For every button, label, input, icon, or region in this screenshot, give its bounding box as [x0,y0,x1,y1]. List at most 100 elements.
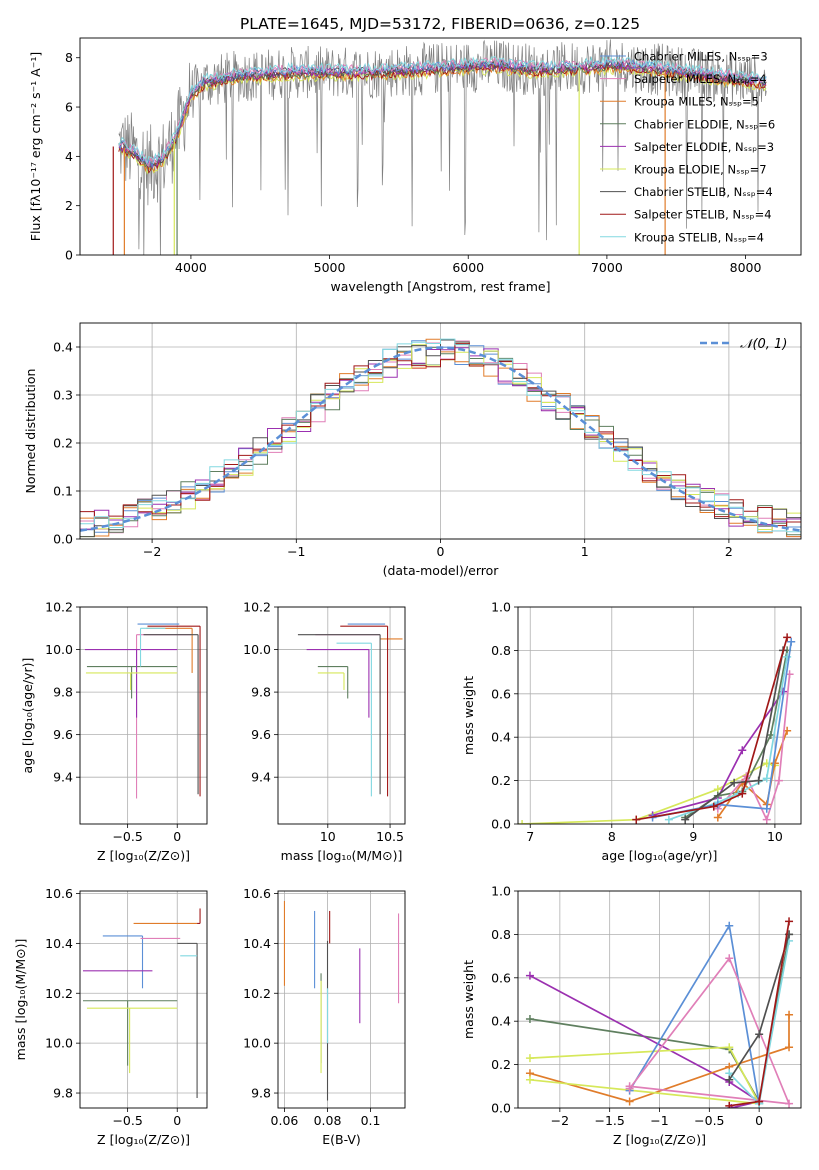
y-tick-label: 0.6 [491,686,511,701]
x-tick-label: −1.5 [594,1113,624,1128]
x-tick-label: 10 [767,829,783,844]
y-tick-label: 10.6 [45,886,73,901]
legend-label: Salpeter STELIB, Nₛₛₚ=4 [634,208,772,222]
residual-histogram [80,338,801,533]
model-spectrum [118,56,767,168]
data-point [785,1099,794,1108]
data-point [755,1030,764,1039]
x-tick-label: −2 [551,1113,569,1128]
data-point [525,971,534,980]
y-tick-label: 10.6 [243,886,271,901]
axes-border [517,606,802,825]
axes-frame: −2 −1 0 1 2 0.0 0.1 0.2 0.3 0.4 (data-model)/error… [23,322,802,578]
x-tick-label: 10.5 [376,829,404,844]
data-point [738,789,747,798]
data-point [785,1010,794,1019]
plot-area [84,623,201,799]
y-tick-label: 10.2 [45,986,73,1001]
x-tick-label: 10 [320,829,336,844]
data-point [709,802,718,811]
x-axis-label: (data-model)/error [383,563,500,578]
x-tick-label: 0 [437,544,445,559]
axes-frame: 7 8 9 10 0.0 0.2 0.4 0.6 0.8 1.0 age [log₁₀(age/yr… [461,600,802,863]
y-tick-label: 0.8 [491,643,511,658]
data-point [785,1043,794,1052]
y-tick-label: 0.2 [491,773,511,788]
y-axis-label: mass weight [461,960,476,1039]
data-point [681,815,690,824]
y-tick-label: 2 [65,198,73,213]
x-tick-label: 6000 [452,260,484,275]
weight-line [636,637,788,821]
axes-border [79,37,802,256]
y-axis-label: Flux [fλ10⁻¹⁷ erg cm⁻² s⁻¹ A⁻¹] [28,52,43,241]
x-tick-label: 5000 [314,260,346,275]
y-tick-label: 0.4 [491,730,511,745]
y-tick-label: 9.8 [53,1086,73,1101]
x-tick-label: 2 [725,544,733,559]
y-tick-label: 8 [65,50,73,65]
axes-frame: 0.06 0.08 0.1 9.8 10.0 10.2 10.4 10.6 E(B-V) [243,886,406,1147]
data-point [664,815,673,824]
x-tick-label: −0.5 [112,829,142,844]
panel-residuals: −2 −1 0 1 2 0.0 0.1 0.2 0.3 0.4 (data-model)/error… [23,322,802,578]
x-axis-label: age [log₁₀(age/yr)] [602,848,718,863]
y-tick-label: 10.4 [45,936,73,951]
x-axis-label: Z [log₁₀(Z/Z⊙)] [613,1132,706,1147]
data-point [762,804,771,813]
x-tick-label: 0.1 [361,1113,381,1128]
y-tick-label: 9.8 [251,685,271,700]
x-tick-label: 7 [526,829,534,844]
axes-border [79,890,208,1109]
y-tick-label: 9.8 [53,685,73,700]
y-tick-label: 6 [65,100,73,115]
legend-label: Kroupa ELODIE, Nₛₛₚ=7 [634,163,767,177]
axes-border [79,606,208,825]
plot-area [80,338,801,538]
y-tick-label: 0.4 [491,1014,511,1029]
data-point [774,776,783,785]
x-tick-label: 8 [608,829,616,844]
data-point [632,815,641,824]
y-tick-label: 1.0 [491,600,511,615]
data-point [725,1101,734,1108]
x-tick-label: 9 [689,829,697,844]
data-point [762,815,771,824]
y-tick-label: 0 [65,248,73,263]
x-axis-label: E(B-V) [322,1132,361,1147]
data-point [525,1075,534,1084]
x-tick-label: 7000 [591,260,623,275]
data-point [725,921,734,930]
data-point [785,917,794,926]
model-spectrum [118,59,767,168]
x-tick-label: 4000 [175,260,207,275]
x-tick-label: −1 [287,544,305,559]
panel-mass-vs-Z: −0.5 0 9.8 10.0 10.2 10.4 10.6 Z [log₁₀(Z/Z⊙)] m… [13,886,208,1147]
y-tick-label: 0.2 [53,436,73,451]
y-tick-label: 0.6 [491,970,511,985]
y-tick-label: 9.4 [53,770,73,785]
legend: Chabrier MILES, Nₛₛₚ=3 Salpeter MILES, Nₛ… [600,50,775,244]
y-tick-label: 10.2 [45,600,73,615]
axes-frame: 4000 5000 6000 7000 8000 0 2 4 6 8 wavelength [Ang… [28,37,802,294]
x-tick-label: 0.06 [271,1113,299,1128]
y-axis-label: Normed distribution [23,369,38,494]
y-tick-label: 0.0 [491,817,511,832]
y-axis-label: age [log₁₀(age/yr)] [20,658,35,774]
y-tick-label: 0.1 [53,484,73,499]
plot-area [112,39,767,255]
y-tick-label: 10.2 [243,600,271,615]
data-point [725,1043,734,1052]
legend-label: Chabrier MILES, Nₛₛₚ=3 [634,50,768,64]
y-tick-label: 10.4 [243,936,271,951]
x-tick-label: −0.5 [112,1113,142,1128]
model-spectrum [118,64,767,173]
plot-area [283,900,400,1101]
data-point [525,1054,534,1063]
x-tick-label: 0.08 [314,1113,342,1128]
x-tick-label: −0.5 [694,1113,724,1128]
data-point [725,954,734,963]
weight-line [529,974,762,1108]
x-axis-label: Z [log₁₀(Z/Z⊙)] [97,1132,190,1147]
